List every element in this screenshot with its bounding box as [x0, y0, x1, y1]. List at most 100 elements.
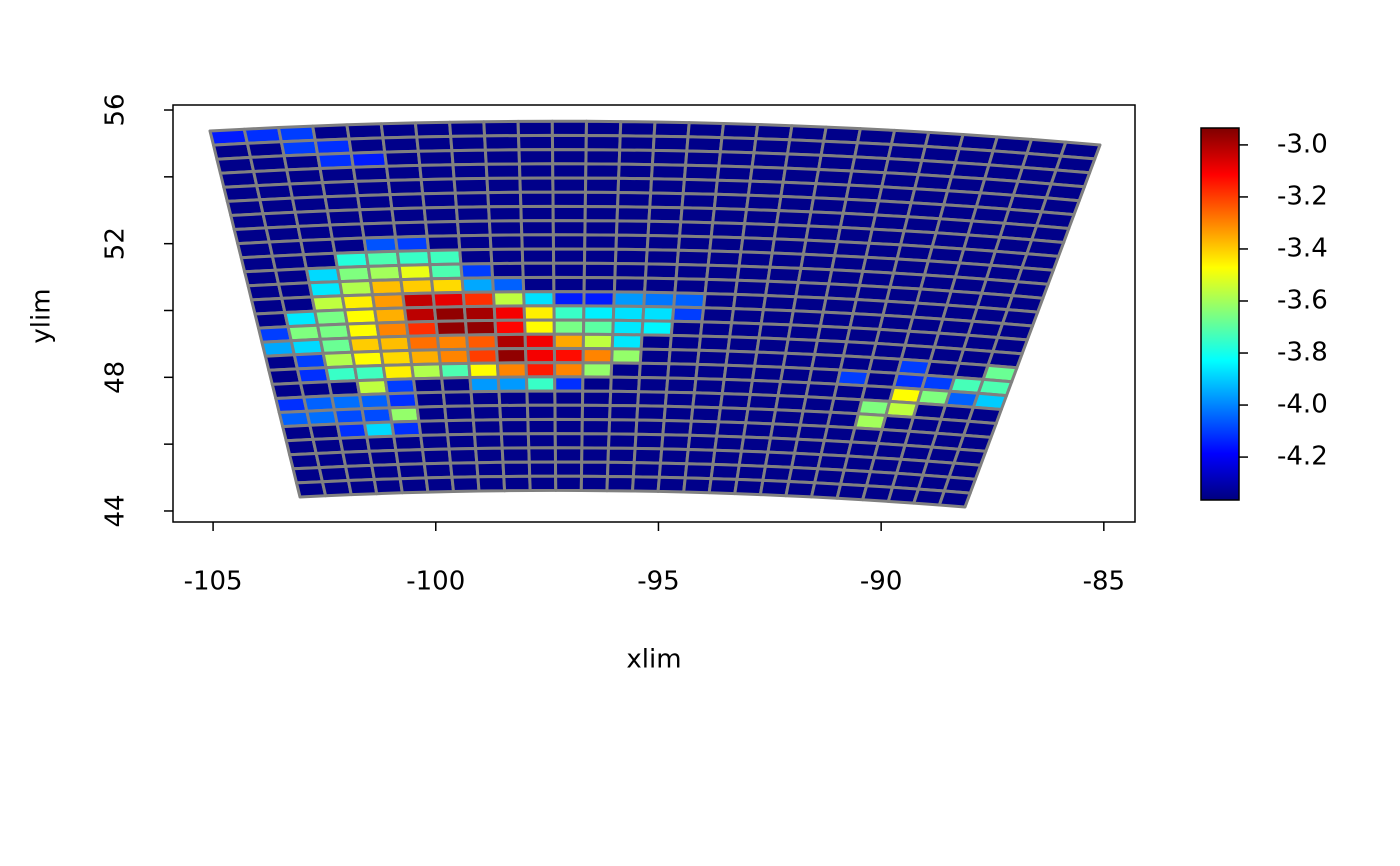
- heatmap-cell: [527, 460, 558, 478]
- heatmap-cell: [582, 318, 615, 336]
- heatmap-cell: [636, 390, 668, 408]
- heatmap-cell: [499, 432, 531, 450]
- heatmap-cell: [320, 479, 353, 498]
- heatmap-cell: [385, 391, 419, 410]
- heatmap-cell: [404, 319, 439, 338]
- heatmap-cell: [383, 149, 422, 168]
- heatmap-cell: [523, 332, 556, 350]
- colorbar-tick-label: -3.0: [1277, 129, 1328, 159]
- heatmap-cell: [450, 148, 488, 167]
- heatmap-cell: [550, 133, 588, 152]
- heatmap-cell: [671, 305, 706, 324]
- heatmap-cell: [552, 290, 586, 308]
- heatmap-cell: [711, 448, 743, 467]
- heatmap-cell: [613, 247, 649, 266]
- heatmap-cell: [468, 375, 501, 394]
- heatmap-cell: [675, 248, 712, 267]
- heatmap-cell: [464, 318, 498, 337]
- heatmap-cell: [434, 319, 469, 337]
- heatmap-cell: [470, 404, 503, 422]
- heatmap-cell: [697, 334, 732, 353]
- heatmap-cell: [579, 474, 609, 493]
- heatmap-cell: [608, 389, 641, 408]
- heatmap-cell: [524, 346, 557, 365]
- heatmap-cell: [581, 347, 614, 365]
- heatmap-cell: [424, 220, 461, 238]
- heatmap-cell: [581, 361, 614, 379]
- heatmap-cell: [656, 475, 687, 494]
- heatmap-cell: [410, 362, 444, 381]
- heatmap-cell: [663, 390, 696, 409]
- heatmap-cell: [606, 460, 636, 479]
- heatmap-cell: [443, 404, 475, 423]
- heatmap-cell: [520, 233, 555, 251]
- heatmap-cell: [459, 262, 495, 280]
- heatmap-cell: [422, 461, 454, 480]
- heatmap-cell: [551, 204, 587, 223]
- colorbar-tick-label: -4.0: [1277, 390, 1328, 420]
- heatmap-cell: [413, 390, 447, 409]
- heatmap-cell: [521, 261, 556, 279]
- heatmap-cell: [583, 219, 619, 237]
- heatmap-cell: [703, 277, 739, 296]
- heatmap-cell: [676, 234, 713, 253]
- heatmap-cell: [607, 432, 638, 450]
- heatmap-cell: [700, 306, 735, 325]
- heatmap-cell: [421, 447, 452, 466]
- heatmap-cell: [403, 305, 438, 324]
- heatmap-cell: [608, 404, 640, 422]
- heatmap-cell: [637, 376, 670, 394]
- heatmap-cell: [553, 389, 585, 407]
- heatmap-cell: [524, 361, 557, 379]
- heatmap-cell: [381, 135, 420, 154]
- heatmap-cell: [613, 262, 648, 280]
- heatmap-cell: [417, 419, 450, 437]
- heatmap-cell: [638, 347, 672, 366]
- heatmap-cell: [379, 348, 414, 367]
- heatmap-cell: [418, 163, 456, 182]
- heatmap-cell: [449, 134, 487, 153]
- heatmap-cell: [497, 389, 529, 407]
- heatmap-cell: [643, 276, 678, 295]
- heatmap-cell: [553, 375, 585, 393]
- heatmap-cell: [422, 205, 459, 224]
- heatmap-cell: [444, 418, 476, 437]
- colorbar-tick-label: -4.2: [1277, 442, 1328, 472]
- heatmap-cell: [639, 333, 673, 352]
- heatmap-cell: [581, 332, 615, 351]
- heatmap-cell: [394, 448, 426, 466]
- heatmap-cell: [488, 233, 524, 251]
- heatmap-cell: [632, 446, 664, 465]
- heatmap-cell: [482, 119, 520, 138]
- heatmap-cell: [582, 261, 617, 280]
- heatmap-cell: [610, 347, 643, 365]
- heatmap-cell: [681, 177, 719, 196]
- heatmap-cell: [553, 361, 585, 379]
- heatmap-cell: [580, 446, 610, 464]
- heatmap-cell: [724, 349, 759, 368]
- heatmap-cell: [581, 389, 613, 407]
- heatmap-cell: [552, 275, 586, 294]
- heatmap-cell: [428, 262, 464, 281]
- heatmap-cell: [398, 476, 430, 495]
- heatmap-cell: [580, 418, 612, 436]
- y-tick-label: 56: [101, 93, 131, 126]
- heatmap-cell: [937, 489, 972, 509]
- heatmap-cell: [485, 176, 522, 195]
- heatmap-cell: [431, 290, 466, 309]
- heatmap-cell: [715, 420, 748, 439]
- heatmap-cell: [617, 148, 655, 167]
- y-tick-label: 44: [101, 494, 131, 527]
- heatmap-cell: [392, 433, 424, 452]
- heatmap-cell: [521, 275, 556, 294]
- heatmap-cell: [494, 332, 527, 351]
- heatmap-cell: [673, 277, 709, 296]
- heatmap-cell: [616, 191, 653, 209]
- heatmap-cell: [668, 333, 702, 352]
- heatmap-cell: [652, 120, 691, 139]
- heatmap-cell: [419, 433, 451, 452]
- heatmap-cell: [458, 247, 494, 266]
- heatmap-cell: [467, 361, 500, 379]
- heatmap-cell: [528, 474, 558, 492]
